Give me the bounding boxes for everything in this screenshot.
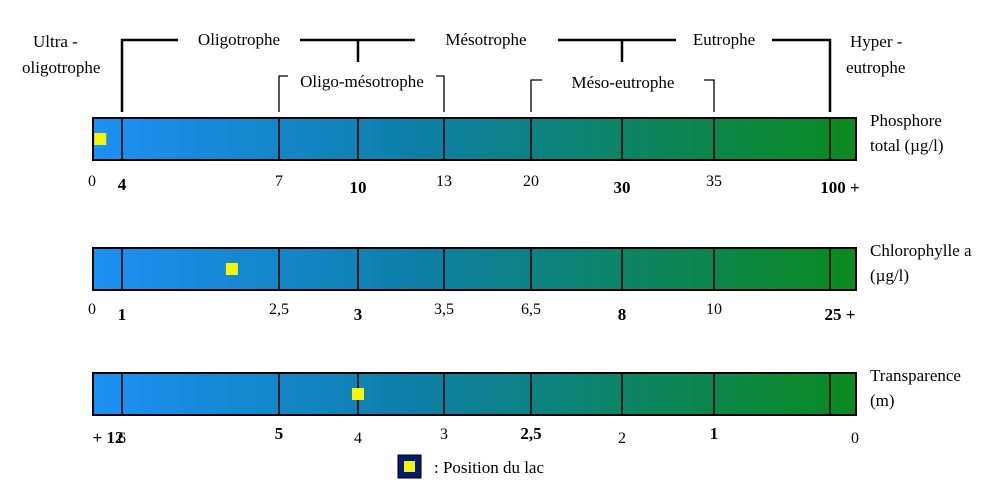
- scale-bar: [92, 117, 857, 161]
- tick-label: 8: [618, 305, 627, 324]
- transitional-brackets: [278, 75, 715, 112]
- label-hyper-line1: Hyper -: [850, 32, 903, 51]
- label-ultra-line1: Ultra -: [33, 32, 78, 51]
- label-ultra-line2: oligotrophe: [22, 58, 100, 77]
- tick-label: 3: [440, 426, 448, 443]
- lake-position-marker: [94, 133, 107, 145]
- tick-label: 2: [618, 430, 626, 447]
- legend: : Position du lac: [397, 454, 544, 479]
- tick-label: 3,5: [434, 301, 454, 318]
- tick-label: 2,5: [520, 424, 541, 443]
- bracket-meso-eu: [530, 79, 715, 112]
- label-meso-eutrophe: Méso-eutrophe: [572, 73, 675, 92]
- category-brackets: [120, 38, 832, 112]
- scale-bar: [92, 372, 857, 416]
- label-mesotrophe: Mésotrophe: [445, 30, 526, 49]
- scale-transparence: + 126 5 4 3 2,5 2 1 0 Transparence (m): [92, 366, 961, 447]
- tick-label: 4: [118, 175, 127, 194]
- tick-label: 6: [118, 430, 126, 447]
- scale-chlorophylle: 0 1 2,5 3 3,5 6,5 8 10 25 + Chlorophylle a (µg/l): [88, 241, 972, 324]
- tick-label: + 12: [93, 428, 124, 447]
- tick-label: 10: [350, 178, 367, 197]
- legend-marker-icon: [404, 461, 415, 472]
- tick-label: 100 +: [820, 178, 859, 197]
- tick-label: 5: [275, 424, 284, 443]
- tick-label: 6,5: [521, 301, 541, 318]
- tick-label: 35: [706, 173, 722, 190]
- parameter-label: (m): [870, 391, 895, 410]
- tick-label: 4: [354, 430, 362, 447]
- scale-bar: [92, 247, 857, 291]
- parameter-label: total (µg/l): [870, 136, 944, 155]
- parameter-label: Phosphore: [870, 111, 942, 130]
- tick-label: 2,5: [269, 301, 289, 318]
- lake-position-marker: [225, 263, 238, 275]
- legend-label: : Position du lac: [434, 458, 544, 477]
- tick-label: 20: [523, 173, 539, 190]
- tick-label: 1: [710, 424, 719, 443]
- label-oligotrophe: Oligotrophe: [198, 30, 280, 49]
- category-labels: Ultra - oligotrophe Oligotrophe Mésotrop…: [22, 30, 905, 92]
- tick-label: 0: [88, 173, 96, 190]
- parameter-label: (µg/l): [870, 266, 909, 285]
- tick-label: 0: [851, 430, 859, 447]
- label-eutrophe: Eutrophe: [693, 30, 755, 49]
- tick-label: 7: [275, 173, 283, 190]
- tick-label: 25 +: [825, 305, 856, 324]
- bracket-oligo-meso: [278, 75, 445, 112]
- lake-position-marker: [352, 388, 364, 400]
- tick-label: 3: [354, 305, 363, 324]
- parameter-label: Transparence: [870, 366, 961, 385]
- tick-label: 1: [118, 305, 127, 324]
- label-hyper-line2: eutrophe: [846, 58, 905, 77]
- parameter-label: Chlorophylle a: [870, 241, 972, 260]
- tick-label: 0: [88, 301, 96, 318]
- scale-phosphore: 0 4 7 10 13 20 30 35 100 + Phosphore total (µg/l): [88, 111, 944, 197]
- bracket-eutrophe-right: [772, 38, 832, 112]
- label-oligo-mesotrophe: Oligo-mésotrophe: [300, 72, 424, 91]
- tick-label: 30: [614, 178, 631, 197]
- bracket-oligotrophe: [120, 38, 178, 112]
- tick-label: 10: [706, 301, 722, 318]
- tick-label: 13: [436, 173, 452, 190]
